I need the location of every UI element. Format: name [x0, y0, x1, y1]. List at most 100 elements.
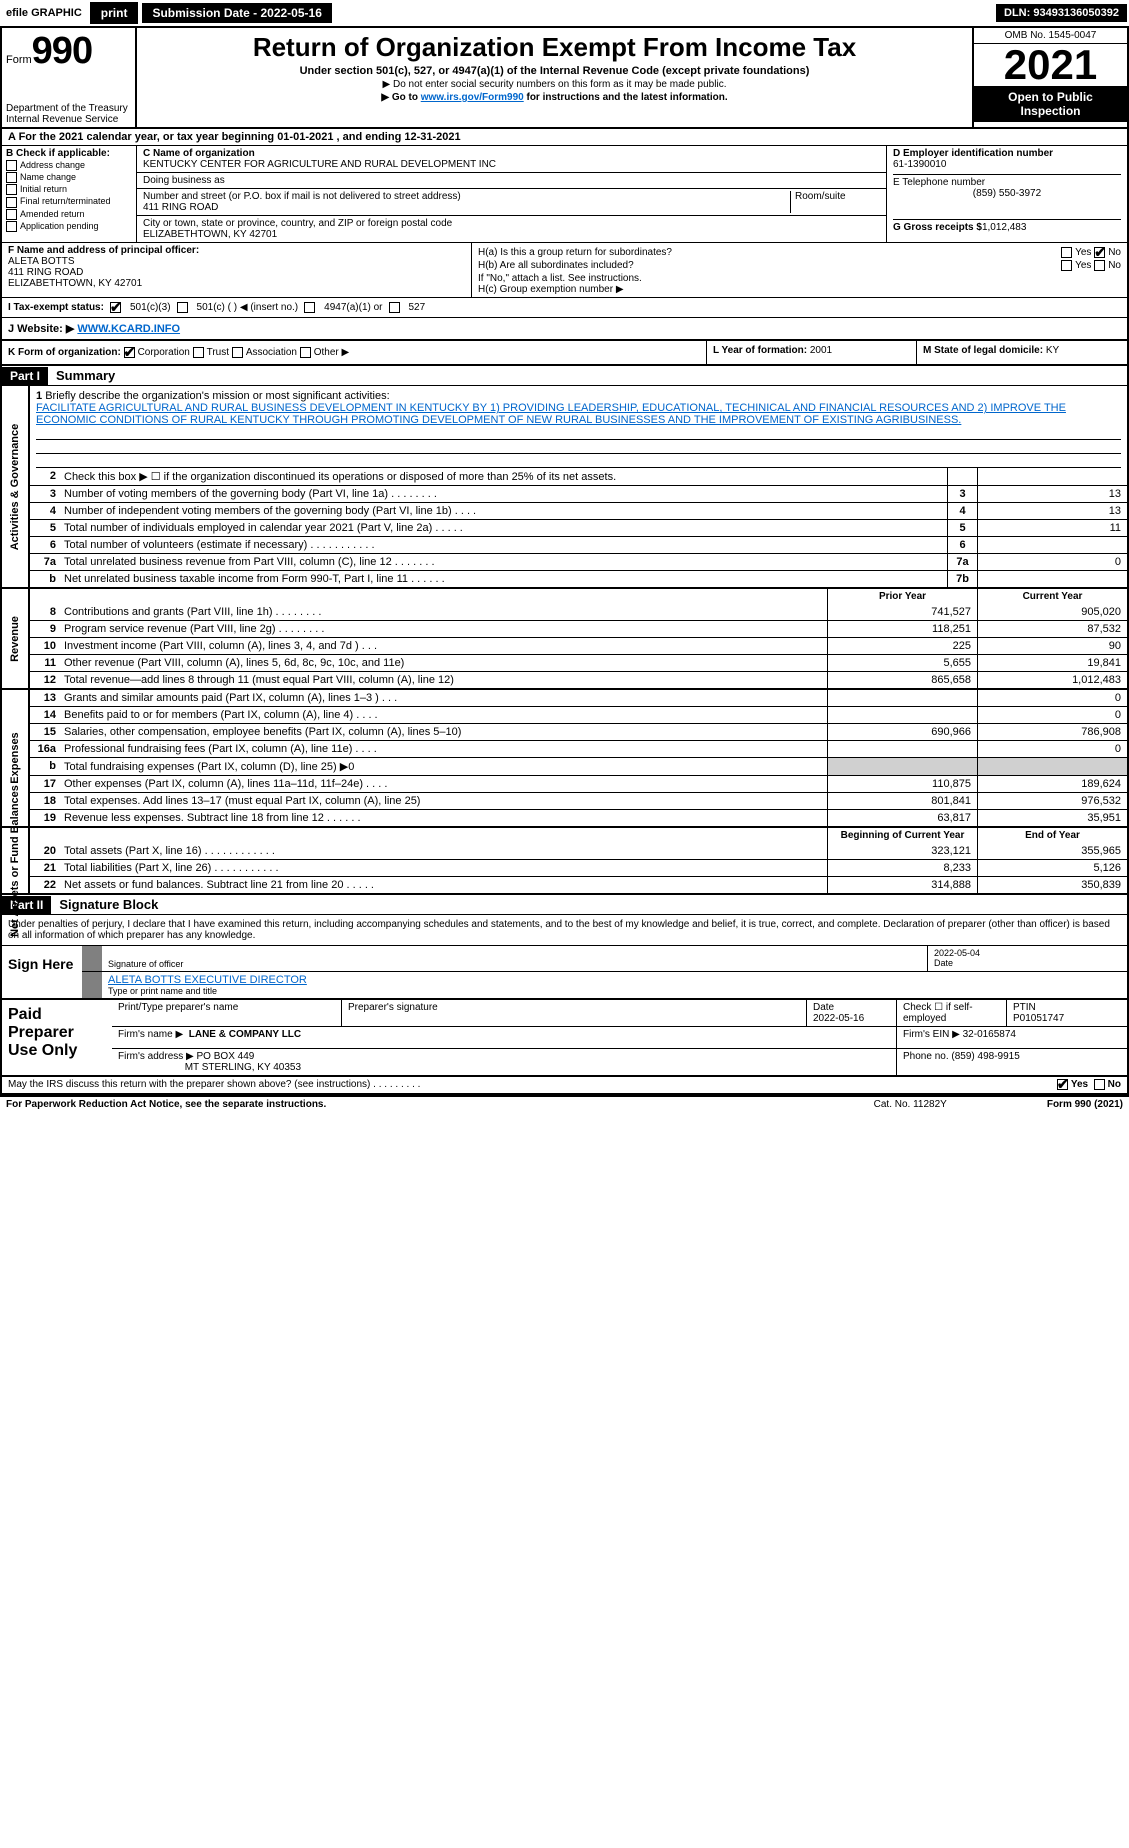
part-1-num: Part I: [2, 367, 48, 385]
instructions-note: ▶ Go to www.irs.gov/Form990 for instruct…: [145, 92, 964, 103]
phone-value: (859) 550-3972: [893, 188, 1121, 199]
current-year-hdr: Current Year: [977, 589, 1127, 604]
cb-assoc[interactable]: [232, 347, 243, 358]
summary-line: 14 Benefits paid to or for members (Part…: [30, 706, 1127, 723]
net-section: Net Assets or Fund Balances Beginning of…: [2, 828, 1127, 895]
rev-section: Revenue Prior Year Current Year 8 Contri…: [2, 589, 1127, 690]
firm-ein: 32-0165874: [963, 1029, 1016, 1040]
summary-line: 11 Other revenue (Part VIII, column (A),…: [30, 654, 1127, 671]
form-ref: Form 990 (2021): [1047, 1099, 1123, 1110]
firm-name-row: Firm's name ▶ LANE & COMPANY LLC Firm's …: [112, 1027, 1127, 1049]
cb-4947[interactable]: [304, 302, 315, 313]
summary-line: 4 Number of independent voting members o…: [30, 502, 1127, 519]
h-c: H(c) Group exemption number ▶: [478, 284, 1121, 295]
net-col-headers: Beginning of Current Year End of Year: [30, 828, 1127, 843]
hb-no[interactable]: [1094, 260, 1105, 271]
cb-address-change[interactable]: Address change: [6, 160, 132, 171]
sign-date-cell: 2022-05-04 Date: [927, 946, 1127, 971]
paid-preparer-label: Paid Preparer Use Only: [2, 1000, 112, 1075]
dept-treasury: Department of the Treasury: [6, 103, 131, 114]
h-b: H(b) Are all subordinates included? Yes …: [478, 260, 1121, 271]
summary-line: 15 Salaries, other compensation, employe…: [30, 723, 1127, 740]
block-b-header: B Check if applicable:: [6, 148, 132, 159]
discuss-no[interactable]: [1094, 1079, 1105, 1090]
website-link[interactable]: WWW.KCARD.INFO: [77, 323, 180, 335]
header-left: Form990 Department of the Treasury Inter…: [2, 28, 137, 127]
block-h: H(a) Is this a group return for subordin…: [472, 243, 1127, 297]
h-b-note: If "No," attach a list. See instructions…: [478, 273, 1121, 284]
print-button[interactable]: print: [90, 2, 139, 24]
firm-name: LANE & COMPANY LLC: [189, 1029, 301, 1040]
submission-date: Submission Date - 2022-05-16: [142, 3, 331, 23]
block-d: D Employer identification number 61-1390…: [887, 146, 1127, 242]
city-cell: City or town, state or province, country…: [137, 216, 886, 242]
summary-line: 16a Professional fundraising fees (Part …: [30, 740, 1127, 757]
irs-link[interactable]: www.irs.gov/Form990: [421, 92, 524, 103]
summary-line: 22 Net assets or fund balances. Subtract…: [30, 876, 1127, 893]
summary-line: 18 Total expenses. Add lines 13–17 (must…: [30, 792, 1127, 809]
cb-application-pending[interactable]: Application pending: [6, 221, 132, 232]
cb-corp[interactable]: [124, 347, 135, 358]
tax-year: 2021: [974, 44, 1127, 86]
summary-line: 12 Total revenue—add lines 8 through 11 …: [30, 671, 1127, 688]
row-klm: K Form of organization: Corporation Trus…: [2, 341, 1127, 366]
cat-no: Cat. No. 11282Y: [874, 1099, 947, 1110]
city-state-zip: ELIZABETHTOWN, KY 42701: [143, 229, 880, 240]
part-2-title: Signature Block: [51, 895, 166, 914]
sign-arrow-icon: [82, 946, 102, 971]
block-fh: F Name and address of principal officer:…: [2, 243, 1127, 298]
row-i: I Tax-exempt status: 501(c)(3) 501(c) ( …: [2, 298, 1127, 318]
boy-hdr: Beginning of Current Year: [827, 828, 977, 843]
cb-name-change[interactable]: Name change: [6, 172, 132, 183]
form-number: 990: [32, 30, 92, 72]
prior-year-hdr: Prior Year: [827, 589, 977, 604]
summary-line: 8 Contributions and grants (Part VIII, l…: [30, 604, 1127, 620]
side-gov: Activities & Governance: [2, 386, 30, 587]
cb-527[interactable]: [389, 302, 400, 313]
summary-line: 7a Total unrelated business revenue from…: [30, 553, 1127, 570]
form-label: Form: [6, 54, 32, 66]
mission-line: [36, 426, 1121, 440]
prep-header-row: Print/Type preparer's name Preparer's si…: [112, 1000, 1127, 1027]
form-990: Form990 Department of the Treasury Inter…: [0, 26, 1129, 1097]
mission-line: [36, 440, 1121, 454]
header-right: OMB No. 1545-0047 2021 Open to Public In…: [972, 28, 1127, 127]
cb-trust[interactable]: [193, 347, 204, 358]
part-2-header: Part II Signature Block: [2, 895, 1127, 915]
cb-final-return[interactable]: Final return/terminated: [6, 196, 132, 207]
ha-yes[interactable]: [1061, 247, 1072, 258]
row-a-period: A For the 2021 calendar year, or tax yea…: [2, 129, 1127, 146]
phone-block: E Telephone number (859) 550-3972: [893, 174, 1121, 199]
firm-phone: (859) 498-9915: [951, 1051, 1019, 1062]
summary-line: b Total fundraising expenses (Part IX, c…: [30, 757, 1127, 775]
gross-receipts: G Gross receipts $1,012,483: [893, 219, 1121, 233]
officer-signature[interactable]: Signature of officer: [102, 946, 927, 971]
ptin: P01051747: [1013, 1013, 1064, 1024]
row-m: M State of legal domicile: KY: [917, 341, 1127, 364]
summary-line: 19 Revenue less expenses. Subtract line …: [30, 809, 1127, 826]
paid-preparer-block: Paid Preparer Use Only Print/Type prepar…: [2, 1000, 1127, 1077]
cb-other[interactable]: [300, 347, 311, 358]
row-k: K Form of organization: Corporation Trus…: [2, 341, 707, 364]
cb-amended-return[interactable]: Amended return: [6, 209, 132, 220]
org-name: KENTUCKY CENTER FOR AGRICULTURE AND RURA…: [143, 159, 880, 170]
gov-section: Activities & Governance 1 Briefly descri…: [2, 386, 1127, 589]
summary-line: 21 Total liabilities (Part X, line 26) .…: [30, 859, 1127, 876]
sign-here-label: Sign Here: [2, 946, 82, 998]
summary-line: 5 Total number of individuals employed i…: [30, 519, 1127, 536]
hb-yes[interactable]: [1061, 260, 1072, 271]
room-suite: Room/suite: [790, 191, 880, 213]
summary-line: 17 Other expenses (Part IX, column (A), …: [30, 775, 1127, 792]
summary-line: 9 Program service revenue (Part VIII, li…: [30, 620, 1127, 637]
cb-501c[interactable]: [177, 302, 188, 313]
sign-arrow-icon: [82, 972, 102, 998]
discuss-yes[interactable]: [1057, 1079, 1068, 1090]
dln: DLN: 93493136050392: [996, 4, 1127, 22]
irs-label: Internal Revenue Service: [6, 114, 131, 125]
sign-here-block: Sign Here Signature of officer 2022-05-0…: [2, 946, 1127, 1000]
ha-no[interactable]: [1094, 247, 1105, 258]
cb-initial-return[interactable]: Initial return: [6, 184, 132, 195]
cb-501c3[interactable]: [110, 302, 121, 313]
top-bar: efile GRAPHIC print Submission Date - 20…: [0, 0, 1129, 26]
block-bcd: B Check if applicable: Address change Na…: [2, 146, 1127, 243]
